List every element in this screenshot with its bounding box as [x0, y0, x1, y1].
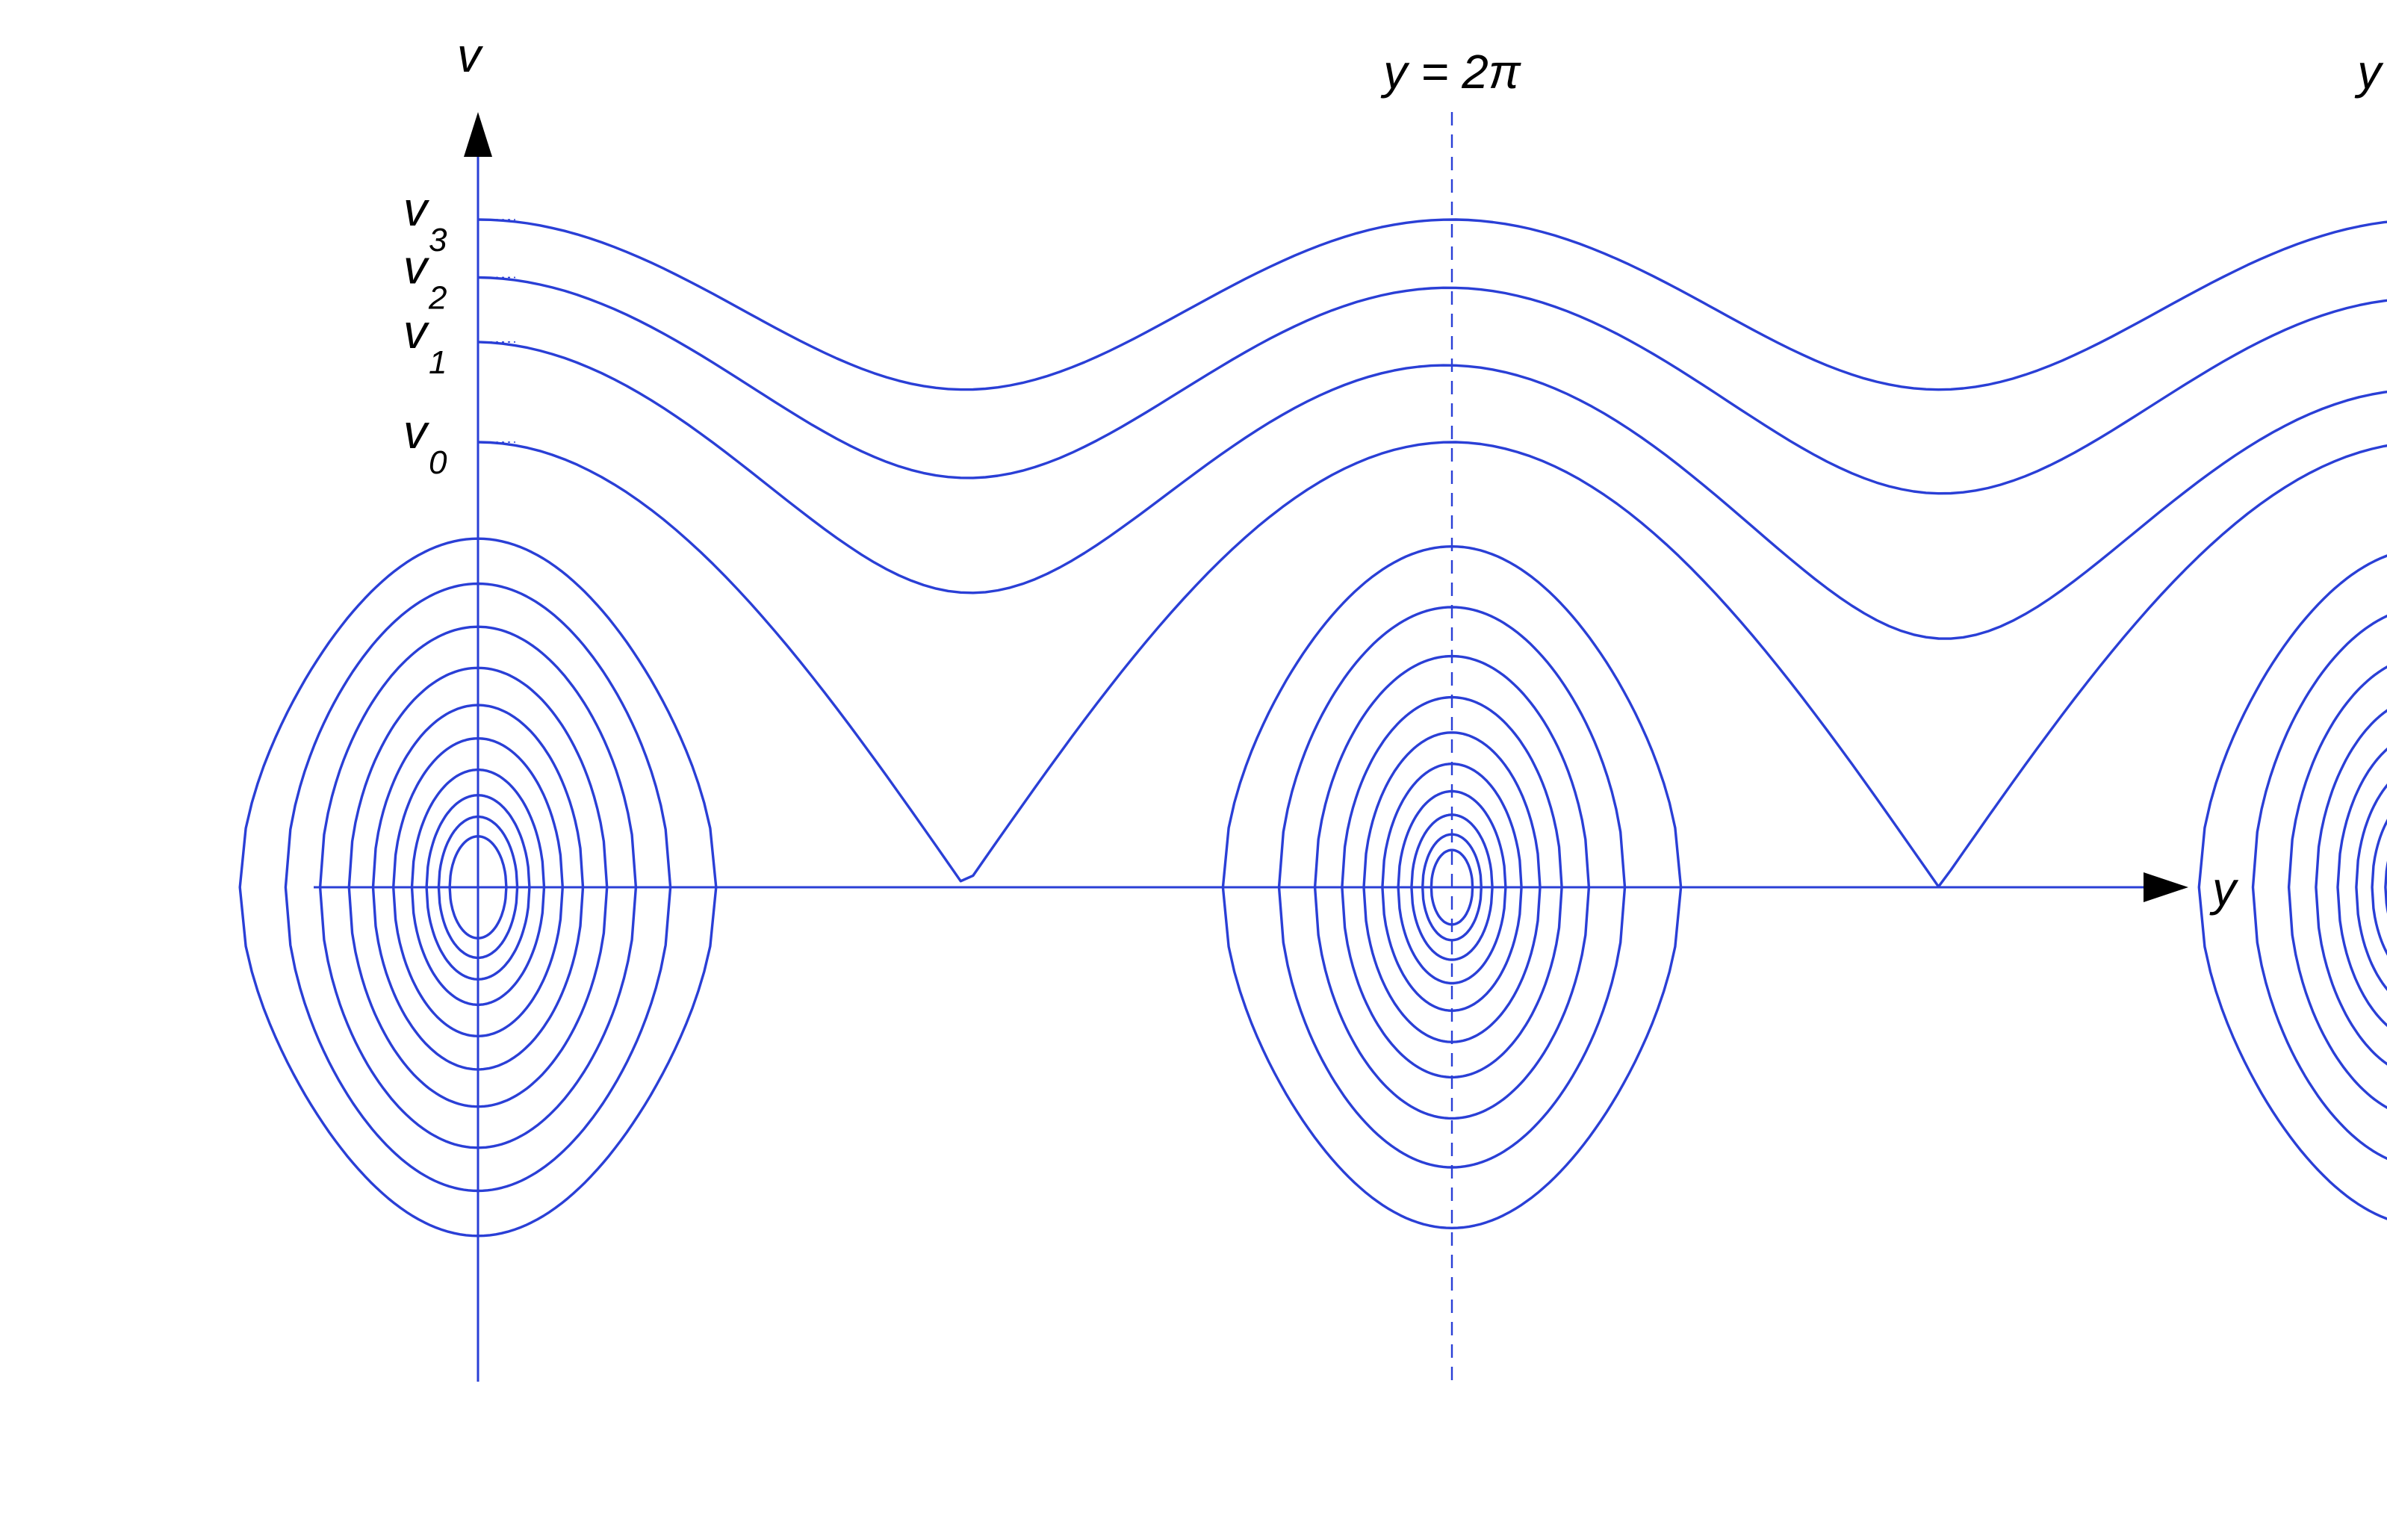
- v-tick-label: v0: [403, 405, 447, 481]
- horizontal-axis-label: y: [2209, 862, 2239, 916]
- horizontal-axis-arrow-icon: [2144, 872, 2188, 902]
- curve-group: [238, 218, 2387, 1238]
- guide-line-label: y = 2π: [1380, 45, 1521, 99]
- guide-line-group: y = 2πy = 4πy = 6π: [1380, 45, 2387, 1382]
- guide-line-label: y = 4π: [2354, 45, 2387, 99]
- closed-orbit: [2336, 747, 2387, 1028]
- wave-curve-v0: [477, 441, 2387, 888]
- vertical-axis-arrow-icon: [464, 112, 492, 157]
- closed-orbit: [2197, 554, 2387, 1220]
- closed-orbit: [2287, 665, 2387, 1109]
- wave-curve-v1: [477, 341, 2387, 640]
- wave-curve-v2: [477, 276, 2387, 495]
- vertical-axis-label: v: [457, 28, 484, 82]
- v-tick-label: v1: [403, 305, 447, 381]
- closed-orbit: [2251, 614, 2387, 1161]
- v-tick-label: v2: [403, 240, 447, 316]
- v-tick-label: v3: [403, 182, 447, 258]
- closed-orbit: [2315, 709, 2387, 1066]
- wave-curve-v3: [477, 218, 2387, 391]
- axes-group: y v: [314, 28, 2239, 1382]
